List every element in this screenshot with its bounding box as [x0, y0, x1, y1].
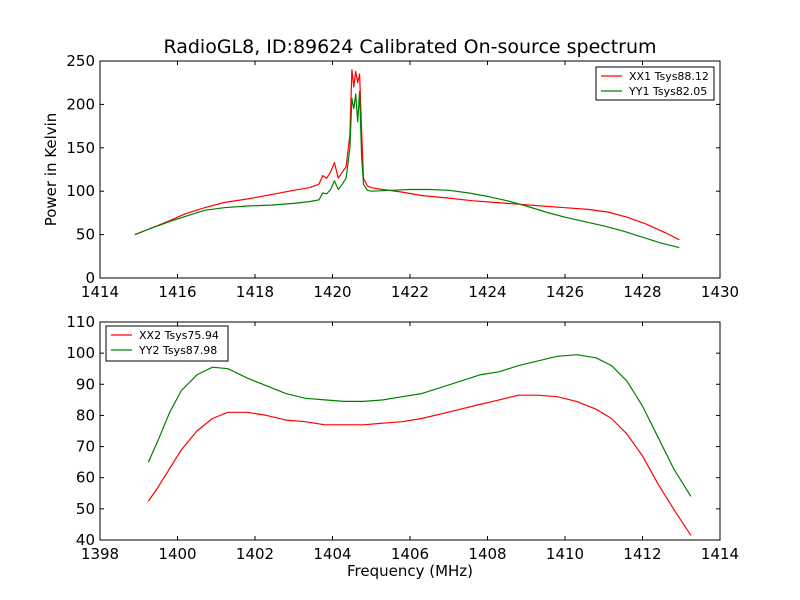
panel-2: 1398 1400 1402 1404 1406 1408 1410 1412 1414 40 50…: [66, 313, 739, 580]
x-tick-label: 1406: [391, 545, 429, 563]
panels: 1414 1416 1418 1420 1422 1424 1426 1428 14300501…: [42, 52, 739, 580]
legend-1: XX1 Tsys88.12 YY1 Tsys82.05: [595, 66, 715, 101]
x-tick-label: 1424: [468, 283, 506, 301]
y-tick-label: 80: [76, 406, 95, 424]
y-tick-label: 100: [66, 182, 95, 200]
legend-entry: XX1 Tsys88.12: [629, 70, 709, 83]
x-tick-label: 1400: [158, 545, 196, 563]
x-tick-label: 1398: [81, 545, 119, 563]
legend-entry: YY1 Tsys82.05: [628, 85, 707, 98]
x-tick-label: 1402: [236, 545, 274, 563]
legend-entry: XX2 Tsys75.94: [139, 329, 219, 342]
series-line-yy2: [147, 354, 692, 497]
y-tick-label: 50: [76, 226, 95, 244]
x-tick-label: 1408: [468, 545, 506, 563]
y-tick-label: 60: [76, 469, 95, 487]
x-tick-label: 1414: [81, 283, 119, 301]
x-tick-label: 1404: [313, 545, 351, 563]
y-tick-label: 0: [85, 269, 95, 287]
panel-1: 1414 1416 1418 1420 1422 1424 1426 1428 1430 0 50 1…: [42, 52, 739, 301]
legend-2: XX2 Tsys75.94 YY2 Tsys87.98: [105, 325, 229, 362]
x-axis-label: Frequency (MHz): [347, 562, 473, 580]
figure-title: RadioGL8, ID:89624 Calibrated On-source …: [163, 36, 656, 58]
x-tick-label: 1426: [546, 283, 584, 301]
y-tick-label: 50: [76, 500, 95, 518]
x-tick-label: 1414: [701, 545, 739, 563]
legend-box: [595, 66, 715, 101]
x-tick-label: 1412: [623, 545, 661, 563]
y-axis-label: Power in Kelvin: [42, 113, 60, 227]
series-line-yy1: [134, 90, 680, 249]
x-tick-label: 1422: [391, 283, 429, 301]
legend-entry: YY2 Tsys87.98: [138, 344, 217, 357]
x-tick-label: 1430: [701, 283, 739, 301]
x-tick-label: 1428: [623, 283, 661, 301]
legend-box: [105, 325, 229, 362]
series-line-xx2: [147, 394, 692, 536]
y-tick-label: 250: [66, 52, 95, 70]
y-tick-label: 100: [66, 344, 95, 362]
y-tick-label: 70: [76, 438, 95, 456]
y-tick-label: 40: [76, 531, 95, 549]
series-line-xx1: [134, 69, 680, 241]
x-tick-label: 1416: [158, 283, 196, 301]
y-tick-label: 200: [66, 95, 95, 113]
y-tick-label: 150: [66, 139, 95, 157]
x-tick-label: 1420: [313, 283, 351, 301]
x-tick-label: 1410: [546, 545, 584, 563]
y-tick-label: 90: [76, 375, 95, 393]
x-tick-label: 1418: [236, 283, 274, 301]
y-tick-label: 110: [66, 313, 95, 331]
